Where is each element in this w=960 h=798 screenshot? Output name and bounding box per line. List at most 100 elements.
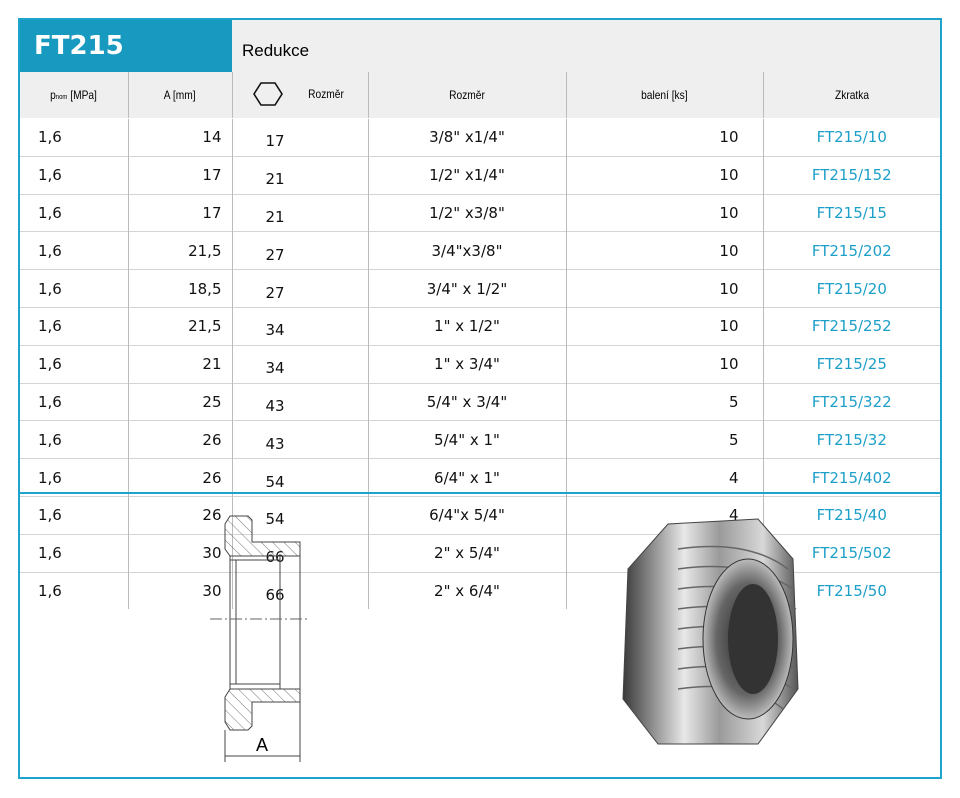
illustration-area: A <box>20 492 940 777</box>
col-pressure: pnom [MPa] <box>20 72 128 119</box>
cell-size: 5/4" x 3/4" <box>367 382 566 421</box>
cell-code[interactable]: FT215/20 <box>762 269 940 308</box>
cell-a: 18,5 <box>127 269 232 308</box>
cell-a: 30 <box>127 533 232 573</box>
cell-pack: 10 <box>565 344 763 384</box>
cell-size: 1/2" x1/4" <box>367 155 566 195</box>
cell-pack: 10 <box>565 118 763 157</box>
product-photo <box>622 518 799 745</box>
cell-pressure: 1,6 <box>20 533 128 573</box>
cell-size: 5/4" x 1" <box>367 420 566 459</box>
cell-size: 3/4"x3/8" <box>367 231 566 270</box>
cell-hex-size: 17 <box>231 118 368 157</box>
cell-a: 21,5 <box>127 231 232 270</box>
spec-table: pnom [MPa] A [mm] Rozměr Rozměr balení [… <box>20 72 940 610</box>
product-sheet: FT215 Redukce pnom [MPa] A [mm] Rozměr R… <box>18 18 942 779</box>
cell-size: 3/4" x 1/2" <box>367 269 566 308</box>
cell-pressure: 1,6 <box>20 306 128 346</box>
table-row: 1,6 18,5 27 3/4" x 1/2" 10 FT215/20 <box>20 269 940 308</box>
cell-hex-size: 21 <box>231 193 368 232</box>
table-row: 1,6 17 21 1/2" x1/4" 10 FT215/152 <box>20 155 940 195</box>
cell-pressure: 1,6 <box>20 458 128 497</box>
cell-pressure: 1,6 <box>20 118 128 157</box>
table-row: 1,6 14 17 3/8" x1/4" 10 FT215/10 <box>20 118 940 157</box>
cell-pack: 5 <box>565 420 763 459</box>
cell-pressure: 1,6 <box>20 193 128 232</box>
cell-a: 21,5 <box>127 306 232 346</box>
cell-hex-size: 21 <box>231 155 368 195</box>
cell-pressure: 1,6 <box>20 382 128 421</box>
cell-pressure: 1,6 <box>20 155 128 195</box>
table-header-row: pnom [MPa] A [mm] Rozměr Rozměr balení [… <box>20 72 940 119</box>
table-row: 1,6 25 43 5/4" x 3/4" 5 FT215/322 <box>20 382 940 421</box>
cell-code[interactable]: FT215/25 <box>762 344 940 384</box>
cell-hex-size: 34 <box>231 344 368 384</box>
cell-a: 25 <box>127 382 232 421</box>
cell-pressure: 1,6 <box>20 231 128 270</box>
dimension-label: A <box>256 735 268 755</box>
cell-a: 17 <box>127 155 232 195</box>
col-pack: balení [ks] <box>565 72 763 119</box>
cell-pack: 10 <box>565 269 763 308</box>
table-row: 1,6 26 43 5/4" x 1" 5 FT215/32 <box>20 420 940 459</box>
cell-hex-size: 43 <box>231 420 368 459</box>
hexagon-icon <box>253 81 283 106</box>
col-a: A [mm] <box>127 72 232 119</box>
cell-pack: 4 <box>565 458 763 497</box>
cell-pressure: 1,6 <box>20 495 128 535</box>
cell-size: 1/2" x3/8" <box>367 193 566 232</box>
product-header: FT215 Redukce <box>20 20 940 74</box>
cell-code[interactable]: FT215/152 <box>762 155 940 195</box>
cell-code[interactable]: FT215/502 <box>762 533 940 573</box>
cell-code[interactable]: FT215/15 <box>762 193 940 232</box>
table-row: 1,6 21 34 1" x 3/4" 10 FT215/25 <box>20 344 940 384</box>
technical-drawing: A <box>210 515 310 762</box>
cell-hex-size: 54 <box>231 458 368 497</box>
col-size: Rozměr <box>367 72 566 119</box>
cell-code[interactable]: FT215/252 <box>762 306 940 346</box>
table-row: 1,6 26 54 6/4"x 5/4" 4 FT215/40 <box>20 495 940 535</box>
cell-pressure: 1,6 <box>20 269 128 308</box>
cell-size: 6/4" x 1" <box>367 458 566 497</box>
cell-size: 2" x 5/4" <box>367 533 566 573</box>
table-row: 1,6 21,5 34 1" x 1/2" 10 FT215/252 <box>20 306 940 346</box>
cell-hex-size: 27 <box>231 231 368 270</box>
cell-pressure: 1,6 <box>20 420 128 459</box>
cell-size: 2" x 6/4" <box>367 571 566 610</box>
cell-code[interactable]: FT215/40 <box>762 495 940 535</box>
cell-pressure: 1,6 <box>20 571 128 610</box>
table-row: 1,6 17 21 1/2" x3/8" 10 FT215/15 <box>20 193 940 232</box>
cell-pack: 10 <box>565 155 763 195</box>
table-row: 1,6 26 54 6/4" x 1" 4 FT215/402 <box>20 458 940 497</box>
cell-a: 30 <box>127 571 232 610</box>
cell-size: 1" x 1/2" <box>367 306 566 346</box>
cell-code[interactable]: FT215/32 <box>762 420 940 459</box>
cell-code[interactable]: FT215/10 <box>762 118 940 157</box>
table-row: 1,6 21,5 27 3/4"x3/8" 10 FT215/202 <box>20 231 940 270</box>
cell-a: 26 <box>127 495 232 535</box>
cell-pressure: 1,6 <box>20 344 128 384</box>
cell-a: 17 <box>127 193 232 232</box>
cell-code[interactable]: FT215/322 <box>762 382 940 421</box>
cell-size: 3/8" x1/4" <box>367 118 566 157</box>
cell-code[interactable]: FT215/202 <box>762 231 940 270</box>
cell-pack: 10 <box>565 231 763 270</box>
product-code: FT215 <box>20 20 232 72</box>
cell-a: 21 <box>127 344 232 384</box>
cell-pack: 5 <box>565 382 763 421</box>
cell-code[interactable]: FT215/402 <box>762 458 940 497</box>
cell-size: 6/4"x 5/4" <box>367 495 566 535</box>
cell-pack: 10 <box>565 306 763 346</box>
col-code: Zkratka <box>762 72 940 119</box>
cell-hex-size: 34 <box>231 306 368 346</box>
product-name: Redukce <box>232 20 940 72</box>
cell-a: 26 <box>127 458 232 497</box>
cell-hex-size: 43 <box>231 382 368 421</box>
cell-hex-size: 27 <box>231 269 368 308</box>
col-hex-size: Rozměr <box>231 72 368 119</box>
cell-pack: 10 <box>565 193 763 232</box>
cell-size: 1" x 3/4" <box>367 344 566 384</box>
cell-a: 14 <box>127 118 232 157</box>
cell-hex-size: 54 <box>231 495 368 535</box>
cell-a: 26 <box>127 420 232 459</box>
